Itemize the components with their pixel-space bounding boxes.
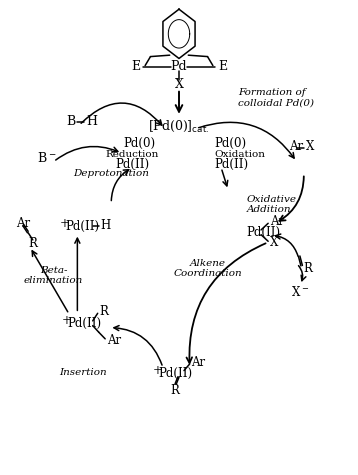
Text: B$^-$: B$^-$ xyxy=(37,151,57,165)
Text: R: R xyxy=(170,383,179,397)
Text: Alkene
Coordination: Alkene Coordination xyxy=(173,258,242,278)
Text: Ar: Ar xyxy=(16,217,30,230)
Text: Deprotonation: Deprotonation xyxy=(73,169,149,178)
Text: +: + xyxy=(62,314,72,327)
Text: Oxidative
Addition: Oxidative Addition xyxy=(247,195,297,214)
Text: X: X xyxy=(175,78,183,92)
Text: Formation of
colloidal Pd(0): Formation of colloidal Pd(0) xyxy=(238,88,314,107)
Text: R: R xyxy=(28,237,37,250)
Text: H: H xyxy=(86,115,97,128)
Text: Pd(II): Pd(II) xyxy=(66,219,100,233)
Text: Ar: Ar xyxy=(270,215,284,228)
Text: Reduction: Reduction xyxy=(106,150,159,159)
Text: +: + xyxy=(60,217,70,230)
Text: Beta-
elimination: Beta- elimination xyxy=(24,266,83,285)
Text: X$^-$: X$^-$ xyxy=(291,285,309,299)
Text: Ar: Ar xyxy=(191,356,205,369)
Text: R: R xyxy=(99,305,108,318)
Text: Ar: Ar xyxy=(107,334,121,347)
Text: Pd(II): Pd(II) xyxy=(116,158,150,171)
Text: X: X xyxy=(306,140,314,152)
Text: Ar: Ar xyxy=(290,140,304,152)
Text: H: H xyxy=(101,218,111,232)
Text: E: E xyxy=(218,60,227,74)
Text: B: B xyxy=(66,115,76,128)
Text: R: R xyxy=(304,262,313,275)
Text: Pd(II): Pd(II) xyxy=(215,158,249,171)
Text: Pd(II): Pd(II) xyxy=(247,226,281,239)
Text: X: X xyxy=(270,236,278,249)
Text: E: E xyxy=(131,60,140,74)
Text: Pd(II): Pd(II) xyxy=(67,317,102,330)
Text: Pd(0): Pd(0) xyxy=(215,137,247,150)
Text: Pd(II): Pd(II) xyxy=(158,367,193,380)
Text: Oxidation: Oxidation xyxy=(215,150,266,159)
Text: Pd(0): Pd(0) xyxy=(124,137,156,150)
Text: Pd: Pd xyxy=(171,60,187,74)
Text: +: + xyxy=(153,363,163,377)
Text: Insertion: Insertion xyxy=(59,368,107,377)
Text: [Pd(0)]$_\mathrm{cat.}$: [Pd(0)]$_\mathrm{cat.}$ xyxy=(148,119,210,134)
